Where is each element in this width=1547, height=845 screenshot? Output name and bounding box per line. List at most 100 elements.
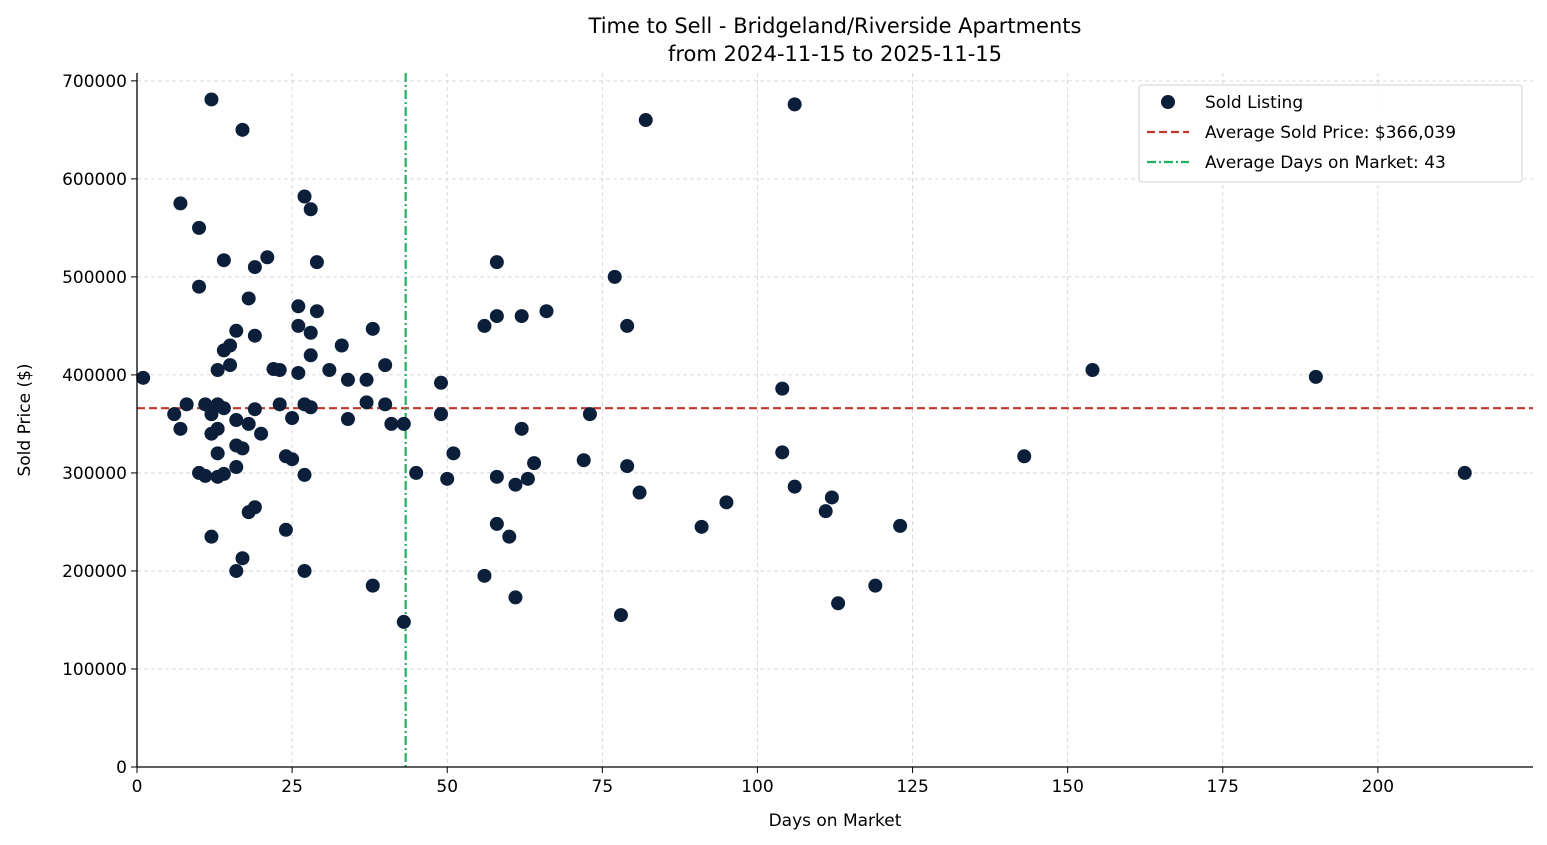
data-point	[775, 445, 790, 460]
data-point	[378, 397, 393, 412]
x-tick-label: 175	[1207, 777, 1239, 797]
data-point	[173, 421, 188, 436]
data-point	[1457, 465, 1472, 480]
data-point	[489, 516, 504, 531]
data-point	[396, 614, 411, 629]
data-point	[502, 529, 517, 544]
chart-subtitle: from 2024-11-15 to 2025-11-15	[668, 42, 1002, 66]
data-point	[434, 407, 449, 422]
data-point	[285, 411, 300, 426]
data-point	[291, 318, 306, 333]
data-point	[247, 260, 262, 275]
data-point	[291, 365, 306, 380]
data-point	[303, 400, 318, 415]
legend: Sold Listing Average Sold Price: $366,03…	[1138, 84, 1523, 183]
data-point	[235, 441, 250, 456]
legend-label-avg-price: Average Sold Price: $366,039	[1205, 123, 1456, 143]
data-point	[241, 291, 256, 306]
y-tick-label: 300000	[62, 464, 127, 484]
data-point	[229, 460, 244, 475]
data-point	[204, 92, 219, 107]
data-point	[893, 518, 908, 533]
data-point	[322, 363, 337, 378]
data-point	[365, 321, 380, 336]
data-point	[229, 323, 244, 338]
x-tick-label: 75	[592, 777, 614, 797]
y-tick-label: 700000	[62, 72, 127, 92]
y-tick-label: 200000	[62, 562, 127, 582]
data-point	[216, 466, 231, 481]
data-point	[303, 325, 318, 340]
data-point	[489, 255, 504, 270]
y-tick-label: 100000	[62, 660, 127, 680]
data-point	[632, 485, 647, 500]
data-point	[192, 279, 207, 294]
data-point	[297, 467, 312, 482]
data-point	[297, 189, 312, 204]
data-point	[210, 363, 225, 378]
legend-marker-sold-listing	[1161, 95, 1175, 109]
x-tick-label: 25	[281, 777, 303, 797]
data-point	[818, 504, 833, 519]
data-point	[229, 413, 244, 427]
data-point	[359, 395, 374, 410]
y-tick-label: 0	[116, 758, 127, 778]
data-point	[204, 529, 219, 544]
data-point	[223, 358, 238, 373]
data-point	[340, 412, 355, 427]
data-point	[235, 122, 250, 137]
data-point	[340, 372, 355, 387]
data-point	[508, 477, 523, 492]
y-axis-label: Sold Price ($)	[15, 363, 35, 476]
data-point	[576, 453, 591, 468]
data-point	[229, 563, 244, 578]
data-point	[446, 446, 461, 461]
data-point	[309, 255, 324, 270]
data-point	[384, 416, 399, 431]
data-point	[719, 495, 734, 510]
data-point	[198, 468, 213, 483]
chart-title: Time to Sell - Bridgeland/Riverside Apar…	[588, 14, 1082, 38]
data-point	[173, 196, 188, 211]
data-point	[520, 471, 535, 486]
data-point	[694, 519, 709, 534]
data-point	[613, 608, 628, 623]
data-point	[247, 500, 262, 515]
data-point	[297, 563, 312, 578]
x-tick-label: 150	[1051, 777, 1083, 797]
data-point	[254, 426, 269, 441]
data-point	[620, 459, 635, 474]
data-point	[241, 416, 256, 431]
data-point	[272, 363, 287, 378]
data-point	[514, 309, 529, 324]
data-point	[179, 397, 194, 412]
data-point	[167, 407, 182, 422]
data-point	[831, 596, 846, 611]
data-point	[216, 253, 231, 268]
x-tick-label: 100	[741, 777, 773, 797]
data-point	[409, 465, 424, 480]
data-point	[539, 304, 554, 319]
x-tick-label: 125	[896, 777, 928, 797]
data-point	[192, 220, 207, 235]
data-point	[489, 309, 504, 324]
data-point	[508, 590, 523, 605]
data-point	[638, 113, 653, 128]
data-point	[359, 372, 374, 387]
y-tick-label: 400000	[62, 366, 127, 386]
data-point	[1017, 449, 1032, 464]
data-point	[136, 370, 151, 385]
data-point	[278, 522, 293, 537]
points	[136, 92, 1472, 629]
data-point	[223, 338, 238, 353]
data-point	[434, 375, 449, 390]
data-point	[477, 568, 492, 583]
data-point	[620, 318, 635, 333]
legend-label-sold-listing: Sold Listing	[1205, 93, 1303, 113]
x-tick-label: 50	[436, 777, 458, 797]
data-point	[216, 401, 231, 416]
data-point	[787, 97, 802, 112]
axes: 0 25 50 75 100 125 150 175 200 0 100000 200000 30000…	[62, 72, 1533, 797]
data-point	[210, 421, 225, 436]
